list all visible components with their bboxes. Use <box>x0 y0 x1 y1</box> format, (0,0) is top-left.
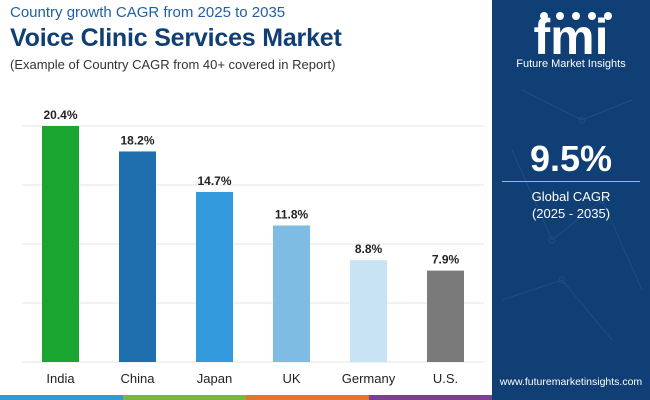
bar-india <box>42 126 79 362</box>
bottom-color-stripe <box>0 395 492 400</box>
brand-panel: fmi Future Market Insights 9.5% Global C… <box>492 0 650 400</box>
global-cagr-period: (2025 - 2035) <box>531 206 611 221</box>
bar-chart-svg: 20.4% India 18.2% China 14.7% Japan 11.8% UK 8.8… <box>22 108 484 386</box>
bar-value-label: 11.8% <box>275 207 309 221</box>
stripe-segment-orange <box>246 395 369 400</box>
chart-title: Voice Clinic Services Market <box>10 24 342 52</box>
category-label: UK <box>282 371 300 386</box>
bar-japan <box>196 191 233 362</box>
website-link[interactable]: www.futuremarketinsights.com <box>499 376 643 388</box>
panel-background-pattern <box>501 89 643 341</box>
bar-value-label: 20.4% <box>43 108 77 122</box>
logo-dot-icon <box>588 12 596 20</box>
stripe-segment-blue <box>0 395 123 400</box>
stripe-segment-green <box>123 395 246 400</box>
chart-area: Country growth CAGR from 2025 to 2035 Vo… <box>0 4 492 400</box>
bar-plot: 20.4% India 18.2% China 14.7% Japan 11.8% UK 8.8… <box>22 92 484 386</box>
category-label: U.S. <box>433 371 458 386</box>
chart-note: (Example of Country CAGR from 40+ covere… <box>10 57 336 72</box>
stripe-segment-purple <box>369 395 492 400</box>
bar-uk <box>273 225 310 362</box>
bar-value-label: 14.7% <box>197 174 231 188</box>
bar-germany <box>350 260 387 362</box>
cagr-divider <box>502 181 640 182</box>
global-cagr-value: 9.5% <box>529 138 613 179</box>
fmi-logo-mark: fmi <box>534 9 612 65</box>
logo-dot-icon <box>556 12 564 20</box>
bar-china <box>119 151 156 362</box>
bar-value-label: 7.9% <box>432 253 460 267</box>
category-label: India <box>46 371 75 386</box>
brand-name: Future Market Insights <box>516 58 626 70</box>
logo-dot-icon <box>540 12 548 20</box>
category-label: Germany <box>342 371 396 386</box>
category-label: China <box>121 371 156 386</box>
bar-value-label: 18.2% <box>120 133 154 147</box>
bar-us <box>427 270 464 362</box>
logo-dot-icon <box>604 12 612 20</box>
global-cagr-label: Global CAGR <box>531 189 611 204</box>
fmi-logo: fmi <box>512 8 630 74</box>
logo-dot-icon <box>572 12 580 20</box>
chart-subtitle: Country growth CAGR from 2025 to 2035 <box>10 4 286 21</box>
category-label: Japan <box>197 371 232 386</box>
bar-value-label: 8.8% <box>355 242 383 256</box>
